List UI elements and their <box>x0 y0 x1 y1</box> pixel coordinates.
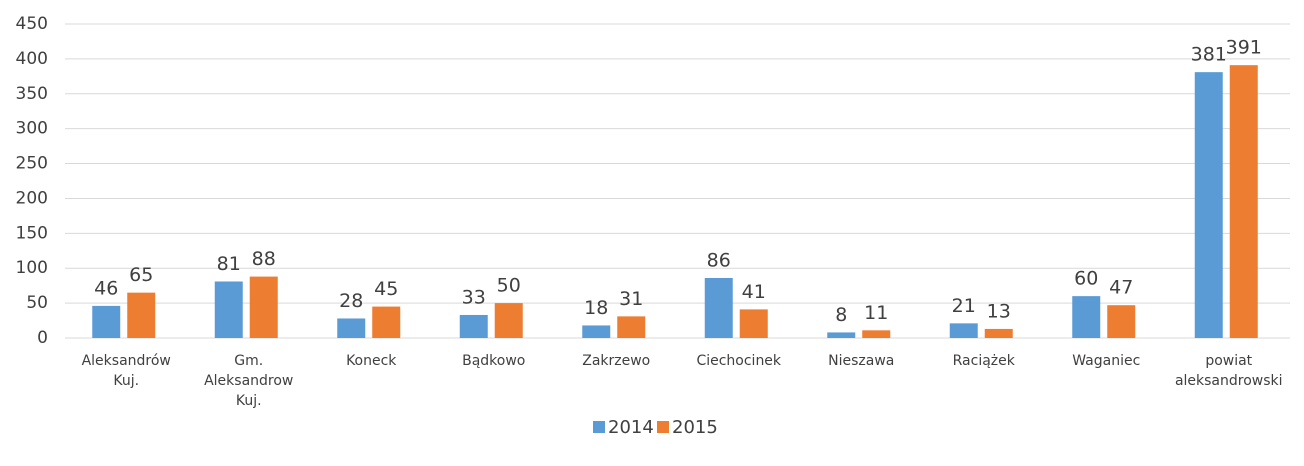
x-tick-label: Zakrzewo <box>582 353 650 369</box>
x-tick-label: Aleksandrów Kuj. <box>82 353 171 389</box>
bar <box>214 281 243 338</box>
y-tick-label: 300 <box>16 119 48 139</box>
y-tick-label: 150 <box>16 223 48 243</box>
bar <box>1194 72 1223 338</box>
data-label: 28 <box>339 290 363 312</box>
data-label: 18 <box>584 297 608 319</box>
bar <box>494 303 523 338</box>
data-label: 391 <box>1226 37 1262 59</box>
data-label: 8 <box>835 304 847 326</box>
y-tick-label: 350 <box>16 84 48 104</box>
data-label: 33 <box>462 286 486 308</box>
y-tick-label: 200 <box>16 188 48 208</box>
bar <box>949 323 978 338</box>
data-label: 65 <box>129 264 153 286</box>
bar <box>862 330 891 338</box>
data-label: 11 <box>864 302 888 324</box>
legend-label: 2014 <box>608 417 654 438</box>
data-label: 50 <box>497 275 521 297</box>
legend-swatch <box>657 421 669 433</box>
bar <box>337 318 366 338</box>
y-tick-label: 100 <box>16 258 48 278</box>
data-label: 60 <box>1074 268 1098 290</box>
bar <box>827 332 856 338</box>
x-tick-label: Raciążek <box>953 353 1016 369</box>
data-label: 381 <box>1191 44 1227 66</box>
y-tick-label: 250 <box>16 154 48 174</box>
x-tick-label: Waganiec <box>1072 353 1140 369</box>
x-tick-label: Ciechocinek <box>696 353 781 369</box>
x-tick-label: Nieszawa <box>828 353 894 369</box>
data-label: 81 <box>217 253 241 275</box>
bar <box>127 292 156 338</box>
bar <box>459 314 488 338</box>
data-label: 31 <box>619 288 643 310</box>
bar <box>1072 296 1101 338</box>
bar <box>1229 65 1258 339</box>
bar <box>372 306 401 338</box>
data-label: 13 <box>987 300 1011 322</box>
data-label: 46 <box>94 277 118 299</box>
bar <box>984 328 1013 338</box>
bar <box>1107 305 1136 338</box>
x-tick-label: powiat aleksandrowski <box>1175 353 1283 389</box>
x-tick-label: Bądkowo <box>462 353 525 369</box>
bar <box>92 305 121 338</box>
data-label: 47 <box>1109 277 1133 299</box>
y-tick-label: 50 <box>26 293 48 313</box>
data-label: 86 <box>707 249 731 271</box>
y-tick-label: 400 <box>16 49 48 69</box>
bar <box>249 276 278 338</box>
data-label: 21 <box>952 295 976 317</box>
legend-swatch <box>593 421 605 433</box>
x-tick-label: Gm. Aleksandrow Kuj. <box>204 353 293 409</box>
data-label: 88 <box>252 248 276 270</box>
bar <box>704 277 733 338</box>
y-tick-label: 450 <box>16 14 48 34</box>
data-label: 45 <box>374 278 398 300</box>
bar <box>739 309 768 338</box>
x-tick-label: Koneck <box>346 353 397 369</box>
legend-label: 2015 <box>672 417 718 438</box>
bar <box>582 325 611 338</box>
y-tick-label: 0 <box>37 328 48 348</box>
bar <box>617 316 646 338</box>
data-label: 41 <box>742 281 766 303</box>
